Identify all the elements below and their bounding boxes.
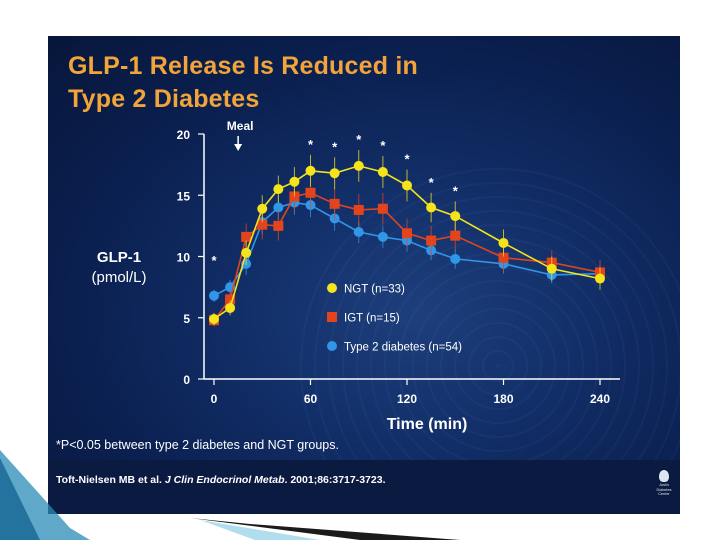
x-tick-label: 240 xyxy=(590,392,610,406)
data-point xyxy=(426,235,437,246)
significance-marker: * xyxy=(404,152,410,167)
decor-blue-shape xyxy=(0,458,40,540)
legend-entry-ngt: NGT (n=33) xyxy=(327,283,405,296)
y-tick-label: 5 xyxy=(183,312,190,326)
title-line-2: Type 2 Diabetes xyxy=(68,85,260,113)
x-tick-label: 60 xyxy=(304,392,318,406)
legend-entry-igt: IGT (n=15) xyxy=(327,312,400,325)
data-point xyxy=(353,227,364,237)
data-point xyxy=(273,184,284,195)
citation: Toft-Nielsen MB et al. J Clin Endocrinol… xyxy=(56,474,386,486)
data-point xyxy=(225,302,236,313)
data-point xyxy=(209,290,219,301)
data-point xyxy=(225,294,236,305)
series-ngt xyxy=(209,149,605,326)
citation-journal: J Clin Endocrinol Metab xyxy=(164,474,285,486)
data-point xyxy=(450,211,461,222)
significance-marker: * xyxy=(453,183,459,198)
data-point xyxy=(353,204,364,215)
citation-volume: . 2001;86:3717-3723. xyxy=(284,474,386,486)
data-point xyxy=(257,219,268,230)
significance-marker: * xyxy=(308,137,314,152)
significance-marker: * xyxy=(211,253,217,268)
significance-marker: * xyxy=(429,175,435,190)
data-point xyxy=(377,203,388,214)
legend-entry-t2d: Type 2 diabetes (n=54) xyxy=(327,341,462,354)
glp1-line-chart: 0 5 10 15 20 0 60 120 180 240 Time (min) Meal * * * * * *… xyxy=(177,119,620,433)
data-point xyxy=(402,180,412,191)
significance-marker: * xyxy=(380,138,386,153)
slide-decoration xyxy=(0,450,460,540)
joslin-logo-line-2: Diabetes xyxy=(656,487,672,492)
data-point xyxy=(450,253,461,264)
legend-marker xyxy=(327,312,337,322)
x-tick-label: 0 xyxy=(211,392,218,406)
data-point xyxy=(273,220,284,231)
data-point xyxy=(257,203,268,214)
title-line-1: GLP-1 Release Is Reduced in xyxy=(68,52,418,80)
data-point xyxy=(402,228,412,239)
data-point xyxy=(305,187,316,198)
footnote: *P<0.05 between type 2 diabetes and NGT … xyxy=(56,438,339,452)
legend-label: IGT (n=15) xyxy=(344,313,400,325)
x-tick-label: 120 xyxy=(397,392,417,406)
data-point xyxy=(377,166,388,177)
series-line xyxy=(213,165,601,320)
legend-label: NGT (n=33) xyxy=(344,284,405,296)
citation-authors: Toft-Nielsen MB et al. xyxy=(56,474,165,486)
series-line xyxy=(213,191,601,321)
data-point xyxy=(498,252,509,263)
joslin-logo-line-3: Center xyxy=(658,492,670,497)
data-point xyxy=(546,263,557,274)
legend-marker xyxy=(327,283,337,293)
meal-arrow-head xyxy=(234,144,243,151)
citation-bar xyxy=(48,460,680,514)
slide-panel: GLP-1 Release Is Reduced in Type 2 Diabe… xyxy=(48,36,680,514)
significance-marker: * xyxy=(332,139,338,154)
data-point xyxy=(329,198,340,209)
data-point xyxy=(595,273,605,284)
data-point xyxy=(450,230,461,241)
data-point xyxy=(273,202,284,213)
series-line xyxy=(213,201,601,297)
legend-label: Type 2 diabetes (n=54) xyxy=(344,342,462,354)
data-point xyxy=(305,165,316,176)
slide-title: GLP-1 Release Is Reduced in Type 2 Diabe… xyxy=(68,50,588,116)
legend-marker xyxy=(327,341,337,351)
y-tick-label: 10 xyxy=(177,251,191,265)
y-tick-label: 0 xyxy=(183,373,190,387)
joslin-logo-text: Joslin Diabetes Center xyxy=(652,483,676,497)
meal-annotation-label: Meal xyxy=(227,119,254,133)
decor-light-stripe xyxy=(200,520,320,540)
joslin-logo-icon xyxy=(659,470,669,482)
y-axis-label-line-2: (pmol/L) xyxy=(91,269,147,286)
x-tick-label: 180 xyxy=(493,392,513,406)
y-tick-label: 20 xyxy=(177,128,191,142)
data-point xyxy=(289,176,300,187)
data-point xyxy=(329,168,340,179)
data-point xyxy=(377,231,388,242)
data-point xyxy=(241,231,252,242)
data-point xyxy=(353,160,364,171)
joslin-logo: Joslin Diabetes Center xyxy=(652,468,676,512)
data-point xyxy=(241,247,252,258)
joslin-logo-line-1: Joslin xyxy=(659,483,669,487)
data-point xyxy=(426,202,437,213)
data-point xyxy=(209,313,219,324)
y-axis-label: GLP-1 (pmol/L) xyxy=(74,248,164,288)
y-tick-label: 15 xyxy=(177,189,191,203)
significance-marker: * xyxy=(356,132,362,147)
x-axis-label: Time (min) xyxy=(387,416,468,433)
y-axis-label-line-1: GLP-1 xyxy=(96,249,142,266)
data-point xyxy=(498,238,509,249)
